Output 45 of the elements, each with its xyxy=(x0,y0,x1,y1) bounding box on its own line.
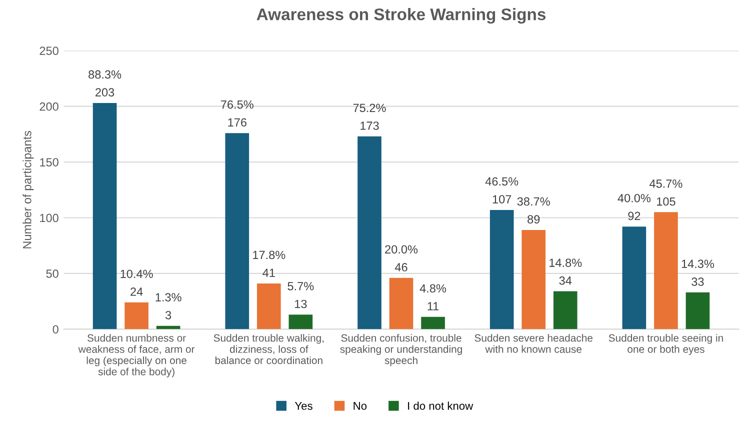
data-label: 4.8% 11 xyxy=(420,284,446,310)
legend-label: I do not know xyxy=(408,402,474,410)
bar xyxy=(358,136,382,330)
x-tick-label: Sudden severe headache with no known cause xyxy=(474,334,593,353)
bar xyxy=(686,292,710,330)
y-tick-label: 100 xyxy=(40,214,58,222)
y-tick-label: 250 xyxy=(40,46,58,56)
data-label: 17.8% 41 xyxy=(253,250,286,277)
legend-label: Yes xyxy=(294,402,312,410)
data-label: 5.7% 13 xyxy=(288,282,314,308)
data-label: 14.8% 34 xyxy=(550,258,582,285)
y-tick-label: 50 xyxy=(46,269,58,278)
data-label: 45.7% 105 xyxy=(649,180,682,206)
data-label: 75.2% 173 xyxy=(353,104,386,130)
bar xyxy=(256,283,281,330)
x-tick-label: Sudden confusion, trouble speaking or understanding speech xyxy=(340,334,462,366)
y-axis-title: Number of participants xyxy=(22,130,34,248)
bar xyxy=(92,103,117,330)
y-tick-label: 150 xyxy=(40,158,58,166)
x-tick-label: Sudden trouble seeing in one or both eyes xyxy=(608,334,723,355)
bar xyxy=(124,302,148,330)
bar xyxy=(421,316,445,330)
data-label: 88.3% 203 xyxy=(88,70,122,96)
chart-title: Awareness on Stroke Warning Signs xyxy=(256,8,546,24)
legend-label: No xyxy=(354,402,367,410)
data-label: 40.0% 92 xyxy=(618,194,651,220)
x-tick-label: Sudden numbness or weakness of face, arm or leg (especially on one side of the body) xyxy=(78,334,195,378)
data-label: 38.7% 89 xyxy=(517,197,550,224)
data-label: 14.3% 33 xyxy=(682,260,714,286)
bar xyxy=(553,291,578,330)
bar xyxy=(654,212,678,330)
bar xyxy=(490,210,514,330)
y-tick-label: 0 xyxy=(52,325,58,334)
bar xyxy=(288,314,313,330)
data-label: 10.4% 24 xyxy=(120,270,153,296)
data-label: 20.0% 46 xyxy=(385,245,418,272)
x-tick-label: Sudden trouble walking, dizziness, loss of balance or coordination xyxy=(214,334,324,364)
y-tick-label: 200 xyxy=(40,102,58,111)
bar xyxy=(622,226,646,330)
data-label: 1.3% 3 xyxy=(156,293,182,320)
data-label: 76.5% 176 xyxy=(221,100,254,127)
bar xyxy=(389,278,414,330)
bar xyxy=(225,133,250,330)
bar xyxy=(522,230,546,330)
data-label: 46.5% 107 xyxy=(485,177,518,204)
